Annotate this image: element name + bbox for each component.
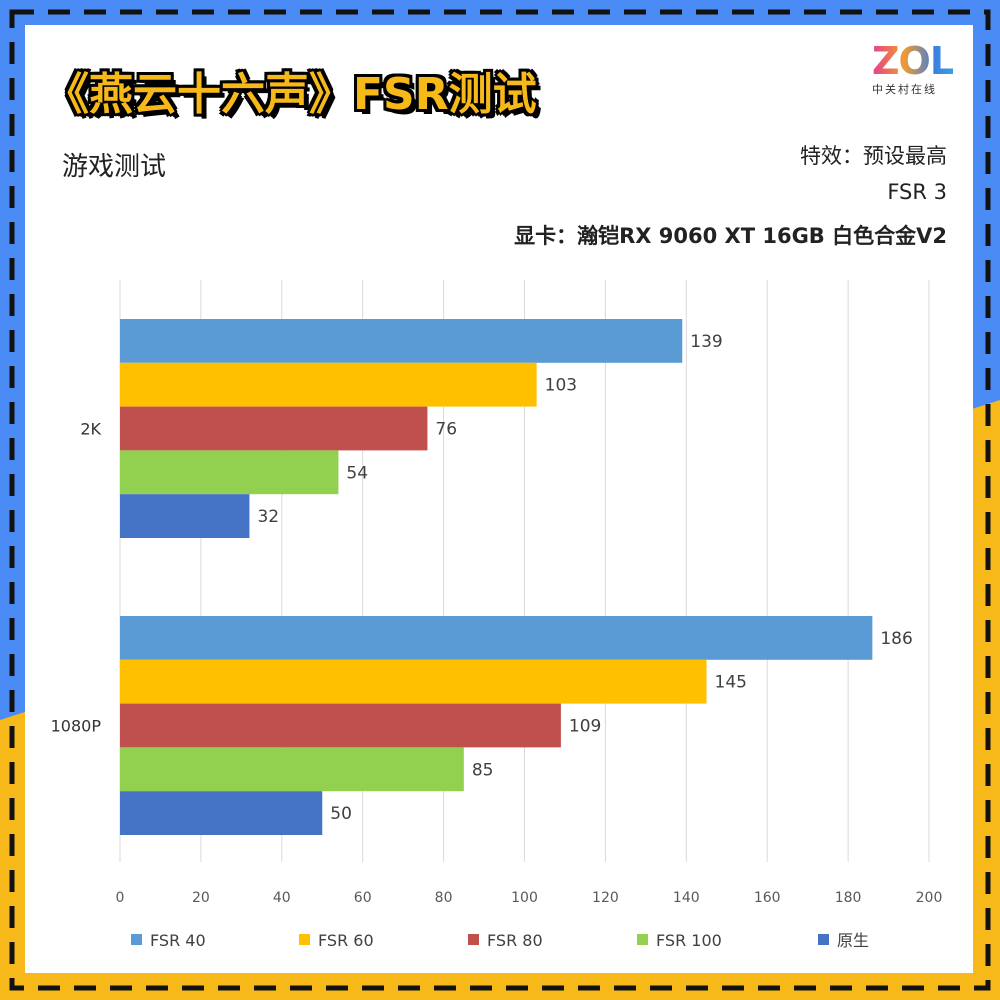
legend-swatch (637, 934, 648, 945)
x-tick-label: 40 (273, 890, 291, 906)
x-tick-label: 120 (592, 890, 619, 906)
legend-swatch (818, 934, 829, 945)
legend-label: FSR 40 (150, 931, 206, 950)
x-tick-label: 140 (673, 890, 700, 906)
legend-label: FSR 100 (656, 931, 722, 950)
x-tick-label: 160 (754, 890, 781, 906)
bar (120, 362, 537, 407)
chart-title: 《燕云十六声》FSR测试 (45, 69, 537, 120)
x-tick-label: 200 (916, 890, 943, 906)
bar (120, 703, 561, 748)
data-label: 32 (257, 507, 279, 527)
x-tick-label: 20 (192, 890, 210, 906)
logo-subtext: 中关村在线 (872, 83, 937, 96)
data-label: 85 (472, 760, 494, 780)
data-label: 145 (715, 673, 747, 693)
bar (120, 494, 250, 538)
x-tick-label: 80 (435, 890, 453, 906)
frame-dashes (9, 9, 991, 991)
x-tick-label: 180 (835, 890, 862, 906)
bar (120, 791, 323, 835)
bar (120, 747, 464, 792)
fsr-version-info: FSR 3 (887, 180, 947, 204)
data-label: 139 (690, 332, 722, 352)
settings-info: 特效：预设最高 (800, 144, 947, 168)
x-tick-label: 100 (511, 890, 538, 906)
chart-subtitle: 游戏测试 (62, 152, 167, 182)
zol-logo: ZOL 中关村在线 (872, 42, 962, 97)
x-tick-label: 0 (116, 890, 125, 906)
gpu-info: 显卡：瀚铠RX 9060 XT 16GB 白色合金V2 (514, 224, 947, 248)
category-label: 1080P (51, 717, 102, 736)
legend-label: 原生 (837, 931, 869, 950)
bar (120, 616, 873, 660)
bar (120, 659, 707, 704)
data-label: 186 (880, 629, 912, 649)
bar (120, 406, 428, 451)
data-label: 76 (435, 420, 457, 440)
legend: FSR 40 FSR 60 FSR 80 FSR 100 原生 (131, 931, 869, 950)
legend-label: FSR 60 (318, 931, 374, 950)
legend-label: FSR 80 (487, 931, 543, 950)
data-label: 103 (545, 376, 577, 396)
bar (120, 319, 683, 363)
x-tick-label: 60 (354, 890, 372, 906)
data-label: 54 (346, 463, 368, 483)
data-label: 50 (330, 804, 352, 824)
data-label: 109 (569, 717, 601, 737)
legend-swatch (299, 934, 310, 945)
logo-mark: ZOL (872, 42, 962, 80)
legend-swatch (131, 934, 142, 945)
bar (120, 450, 339, 495)
legend-swatch (468, 934, 479, 945)
category-label: 2K (80, 420, 101, 439)
